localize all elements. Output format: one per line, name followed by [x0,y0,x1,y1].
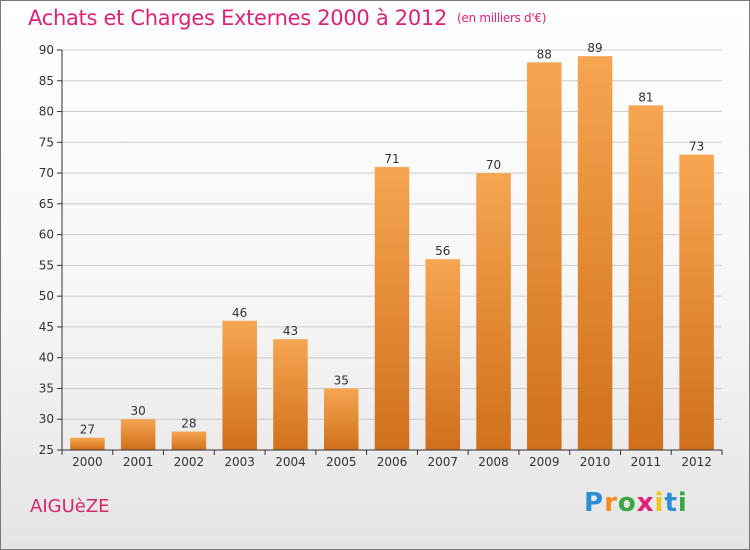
data-label: 81 [638,90,653,104]
bar-2008 [476,173,511,451]
chart-unit: (en milliers d'€) [457,11,547,25]
y-tick-label: 25 [39,443,54,457]
bar-2001 [120,419,156,450]
bars [70,56,714,451]
y-tick-label: 45 [39,320,54,334]
x-tick-label: 2002 [174,455,205,469]
x-tick-label: 2003 [224,455,255,469]
data-label: 30 [131,404,146,418]
y-tick-label: 40 [39,351,54,365]
bar-2005 [323,388,359,450]
data-label: 88 [537,47,552,61]
y-tick-label: 35 [39,381,54,395]
y-tick-label: 30 [39,412,54,426]
logo-letter: x [636,488,655,518]
y-tick-label: 65 [39,197,54,211]
logo-letter: t [664,488,678,518]
x-tick-label: 2004 [275,455,306,469]
x-tick-label: 2005 [326,455,357,469]
y-tick-label: 90 [39,43,54,57]
y-tick-label: 50 [39,289,54,303]
bar-2004 [273,339,308,450]
logo-letter: i [677,488,688,518]
x-tick-label: 2000 [72,455,103,469]
data-label: 28 [181,417,196,431]
x-tick-label: 2011 [631,455,662,469]
x-tick-label: 2010 [580,455,611,469]
data-label: 71 [384,152,399,166]
bar-2000 [70,437,105,450]
y-tick-label: 60 [39,228,54,242]
bar-2012 [679,154,714,450]
logo-letter: o [617,488,637,518]
data-label: 43 [283,324,298,338]
data-label: 27 [80,423,95,437]
x-tick-label: 2006 [377,455,408,469]
bar-2002 [171,431,207,450]
data-labels: 27 30 28 46 43 35 71 56 70 88 89 81 73 [80,41,705,437]
y-tick-label: 55 [39,258,54,272]
bar-2010 [577,56,613,451]
x-tick-label: 2008 [478,455,509,469]
data-label: 89 [587,41,602,55]
logo-letter: P [584,488,605,518]
x-tick-label: 2007 [427,455,458,469]
proxiti-logo: Proxiti [584,488,688,518]
data-label: 46 [232,306,247,320]
chart-title: Achats et Charges Externes 2000 à 2012 (e… [28,6,546,30]
data-label: 35 [334,373,349,387]
bar-2009 [527,62,562,451]
y-tick-label: 85 [39,74,54,88]
logo-letter: r [604,488,618,518]
data-label: 73 [689,140,704,154]
data-label: 70 [486,158,501,172]
chart-title-text: Achats et Charges Externes 2000 à 2012 [28,6,448,30]
bar-2003 [222,320,257,450]
x-tick-label: 2012 [681,455,712,469]
axes: 25 30 35 40 45 50 55 60 65 70 75 80 85 90 2000 2001 2002… [39,43,723,469]
y-tick-label: 70 [39,166,54,180]
y-tick-label: 80 [39,105,54,119]
y-tick-label: 75 [39,135,54,149]
town-name: AIGUèZE [30,496,110,517]
bar-2007 [425,259,461,450]
data-label: 56 [435,244,450,258]
x-tick-label: 2009 [529,455,560,469]
x-tick-label: 2001 [123,455,154,469]
logo-letter: i [654,488,665,518]
bar-2011 [628,105,664,450]
bar-2006 [374,166,410,450]
